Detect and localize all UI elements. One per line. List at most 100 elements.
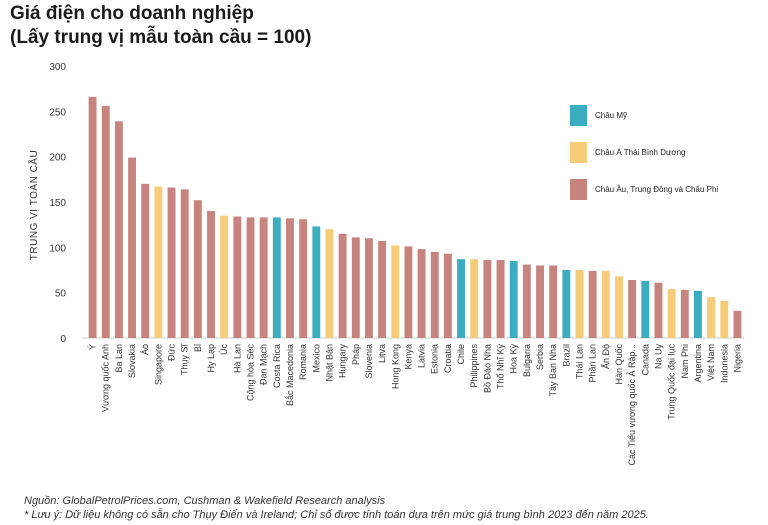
x-tick-label: Bắc Macedonia bbox=[285, 344, 295, 406]
x-tick-label: Pháp bbox=[351, 344, 361, 365]
x-tick-label: Hungary bbox=[338, 344, 348, 379]
x-tick-label: Hàn Quốc bbox=[614, 344, 624, 385]
bar bbox=[522, 264, 531, 338]
y-tick-label: 200 bbox=[49, 153, 66, 164]
x-tick-label: Litva bbox=[377, 344, 387, 363]
x-tick-label: Các Tiểu vương quốc Ả Rập... bbox=[626, 344, 637, 466]
bar bbox=[509, 260, 518, 338]
x-tick-label: Ý bbox=[88, 344, 98, 350]
x-tick-label: Ba Lan bbox=[114, 344, 124, 373]
bar bbox=[628, 279, 637, 338]
source-text: Nguồn: GlobalPetrolPrices.com, Cushman &… bbox=[24, 495, 386, 507]
bar bbox=[114, 121, 123, 338]
bar bbox=[312, 226, 321, 338]
bar bbox=[404, 246, 413, 338]
x-tick-label: Chile bbox=[456, 344, 466, 365]
bar bbox=[733, 310, 742, 338]
legend-item-emea: Châu Âu, Trung Đông và Châu Phi bbox=[570, 178, 740, 200]
x-tick-label: Canada bbox=[640, 344, 650, 376]
x-tick-label: Mexico bbox=[311, 344, 321, 373]
x-tick-label: Kenya bbox=[403, 344, 413, 370]
bar bbox=[141, 183, 150, 338]
bar bbox=[193, 200, 202, 338]
legend-label-americas: Châu Mỹ bbox=[595, 110, 628, 120]
x-tick-label: Phần Lan bbox=[588, 344, 598, 383]
bar bbox=[562, 270, 571, 338]
bar bbox=[233, 216, 242, 338]
x-tick-label: Philippines bbox=[469, 344, 479, 388]
x-tick-label: Thái Lan bbox=[575, 344, 585, 379]
x-tick-label: Bulgaria bbox=[522, 344, 532, 377]
x-tick-label: Romania bbox=[298, 344, 308, 380]
bar bbox=[496, 260, 505, 338]
legend-item-americas: Châu Mỹ bbox=[570, 104, 740, 126]
bar bbox=[470, 259, 479, 338]
x-tick-label: Bỉ bbox=[193, 344, 203, 352]
bar bbox=[325, 229, 334, 338]
bar bbox=[641, 280, 650, 338]
x-tick-label: Costa Rica bbox=[272, 344, 282, 388]
legend: Châu Mỹ Châu Á Thái Bình Dương Châu Âu, … bbox=[570, 104, 740, 215]
bar bbox=[707, 297, 716, 338]
bar bbox=[128, 157, 137, 338]
x-tick-label: Indonesia bbox=[719, 344, 729, 383]
x-tick-label: Slovenia bbox=[364, 344, 374, 379]
bar bbox=[378, 240, 387, 338]
legend-swatch-emea bbox=[570, 178, 587, 200]
x-tick-label: Trung Quốc đại lục bbox=[667, 344, 677, 420]
bar bbox=[286, 218, 294, 338]
bar bbox=[299, 219, 308, 338]
title-line-2: (Lấy trung vị mẫu toàn cầu = 100) bbox=[10, 27, 312, 48]
x-tick-label: Ấn Độ bbox=[601, 344, 611, 369]
x-tick-label: Hoa Kỳ bbox=[509, 344, 519, 374]
legend-item-apac: Châu Á Thái Bình Dương bbox=[570, 141, 740, 163]
bar bbox=[101, 105, 110, 338]
legend-label-emea: Châu Âu, Trung Đông và Châu Phi bbox=[595, 184, 719, 194]
bar bbox=[457, 259, 466, 338]
legend-label-apac: Châu Á Thái Bình Dương bbox=[595, 147, 686, 157]
bar bbox=[601, 270, 610, 338]
bar bbox=[483, 260, 492, 338]
bar bbox=[720, 300, 729, 338]
x-tick-label: Vương quốc Anh bbox=[101, 344, 111, 412]
bar bbox=[391, 245, 400, 338]
x-tick-label: Úc bbox=[219, 344, 229, 355]
chart-title: Giá điện cho doanh nghiệp (Lấy trung vị … bbox=[10, 2, 311, 50]
x-tick-label: Đức bbox=[167, 344, 177, 362]
bar bbox=[693, 290, 702, 338]
y-tick-label: 50 bbox=[55, 289, 67, 300]
x-tick-label: Nam Phi bbox=[680, 344, 690, 379]
bar bbox=[259, 217, 268, 338]
x-tick-label: Tây Ban Nha bbox=[548, 344, 558, 397]
x-tick-label: Nigeria bbox=[732, 344, 742, 373]
bar bbox=[575, 270, 584, 338]
x-tick-label: Nhật Bản bbox=[324, 344, 334, 382]
x-tick-label: Hà Lan bbox=[232, 344, 242, 373]
x-tick-label: Hy Lạp bbox=[206, 344, 216, 373]
bar bbox=[88, 96, 97, 339]
bar bbox=[154, 186, 163, 338]
bar bbox=[654, 282, 663, 338]
x-tick-label: Singapore bbox=[153, 344, 163, 385]
x-tick-label: Thổ Nhĩ Kỳ bbox=[496, 344, 506, 390]
y-tick-label: 100 bbox=[49, 243, 66, 254]
x-tick-label: Việt Nam bbox=[706, 344, 716, 381]
note-text: * Lưu ý: Dữ liệu không có sẵn cho Thụy Đ… bbox=[24, 509, 649, 521]
y-tick-label: 0 bbox=[60, 334, 66, 345]
x-tick-label: Serbia bbox=[535, 344, 545, 370]
bar bbox=[667, 289, 676, 338]
bar bbox=[588, 270, 597, 338]
bar bbox=[536, 265, 544, 338]
bar bbox=[417, 249, 426, 338]
legend-swatch-apac bbox=[570, 141, 587, 163]
x-tick-label: Thụy Sĩ bbox=[180, 344, 190, 376]
bar bbox=[246, 217, 255, 338]
x-tick-label: Brazil bbox=[561, 344, 571, 367]
bar bbox=[220, 215, 229, 338]
y-tick-label: 300 bbox=[49, 62, 66, 73]
x-tick-label: Argentina bbox=[693, 344, 703, 383]
bar bbox=[338, 233, 347, 338]
y-tick-label: 250 bbox=[49, 107, 66, 118]
bar bbox=[430, 251, 439, 338]
legend-swatch-americas bbox=[570, 104, 587, 126]
